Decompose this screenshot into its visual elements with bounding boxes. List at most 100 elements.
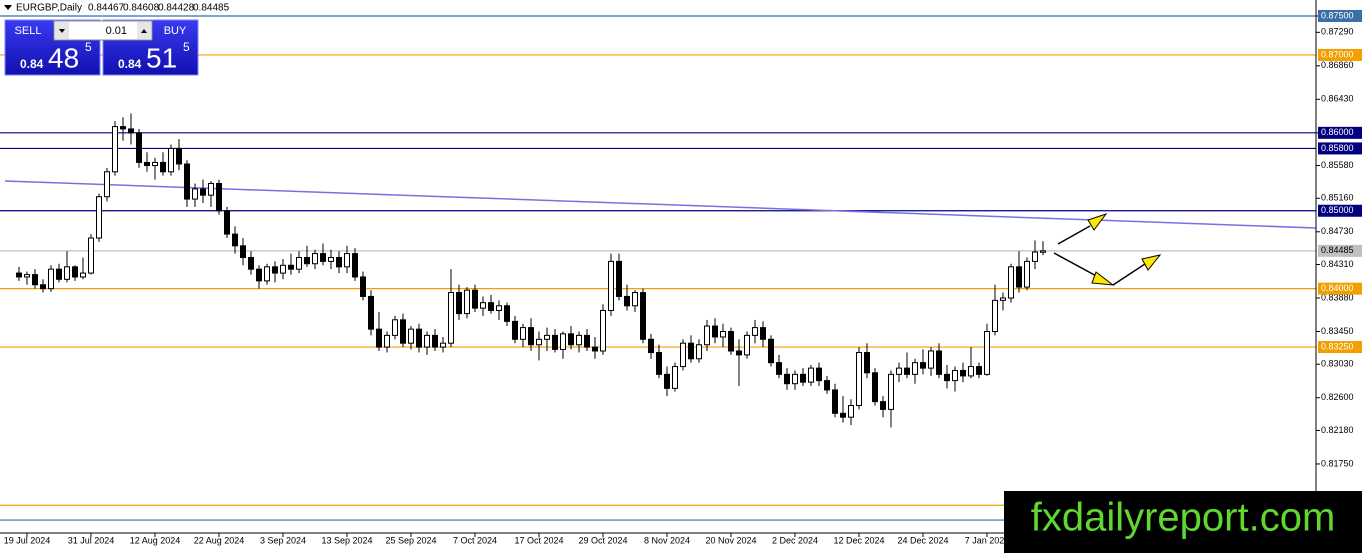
candle-body	[712, 325, 718, 338]
ask-fraction: 5	[183, 40, 190, 54]
candle-body	[616, 260, 622, 297]
candle-body	[512, 320, 518, 340]
candle-body	[920, 362, 926, 369]
arrow-head	[1141, 254, 1162, 271]
plot-area	[0, 15, 1317, 521]
level-label: 0.87000	[1321, 49, 1354, 59]
candle-body	[856, 352, 862, 407]
menu-icon[interactable]	[4, 5, 12, 10]
candle-body	[664, 373, 670, 389]
arrow-shaft	[1057, 225, 1091, 245]
level-label-box	[1318, 341, 1362, 354]
candle-body	[464, 289, 470, 315]
candle-body	[488, 302, 494, 311]
candle-body	[848, 405, 854, 418]
bid-pips: 48	[48, 42, 79, 73]
candle-body	[496, 305, 502, 311]
candle-body	[952, 369, 958, 382]
x-tick-label: 2 Dec 2024	[772, 535, 818, 545]
candle-body	[80, 272, 86, 278]
level-label-box	[1318, 204, 1362, 217]
x-tick-label: 19 Jul 2024	[4, 535, 51, 545]
y-tick-label: 0.84730	[1321, 226, 1354, 236]
candle-body	[600, 309, 606, 352]
candle-body	[776, 362, 782, 375]
candle-body	[360, 276, 366, 297]
x-tick-label: 20 Nov 2024	[705, 535, 756, 545]
candle-body	[744, 334, 750, 356]
candle-body	[288, 264, 294, 270]
candle-body	[96, 196, 102, 239]
x-tick-label: 22 Aug 2024	[194, 535, 245, 545]
y-tick-label: 0.82600	[1321, 392, 1354, 402]
candle-body	[808, 367, 814, 383]
candle-body	[40, 284, 46, 290]
lot-up-arrow	[141, 29, 147, 33]
candle-body	[56, 268, 62, 280]
y-tick-label: 0.83450	[1321, 326, 1354, 336]
candle-body	[272, 266, 278, 274]
candle-body	[368, 295, 374, 330]
level-label: 0.85000	[1321, 205, 1354, 215]
candle-body	[48, 268, 54, 290]
candle-body	[440, 342, 446, 348]
candle-body	[648, 338, 654, 354]
x-tick-label: 7 Oct 2024	[453, 535, 497, 545]
y-tick-label: 0.83030	[1321, 359, 1354, 369]
candle-body	[432, 334, 438, 348]
candle-body	[976, 366, 982, 375]
level-label-box	[1318, 9, 1362, 22]
x-tick-label: 8 Nov 2024	[644, 535, 690, 545]
lot-down-arrow	[59, 29, 65, 33]
candle-body	[248, 256, 254, 270]
buy-button[interactable]: BUY	[164, 25, 187, 37]
candle-body	[344, 253, 350, 268]
candle-body	[984, 331, 990, 375]
y-tick-label: 0.81750	[1321, 458, 1354, 468]
candle-body	[120, 126, 126, 130]
candle-body	[872, 372, 878, 403]
candle-body	[16, 272, 22, 278]
level-label: 0.83250	[1321, 341, 1354, 351]
candle-body	[928, 350, 934, 369]
x-tick-label: 3 Sep 2024	[260, 535, 306, 545]
header-close: 0.84485	[193, 3, 230, 14]
level-label: 0.86000	[1321, 127, 1354, 137]
candle-body	[88, 237, 94, 274]
candle-body	[296, 256, 302, 270]
x-tick-label: 12 Aug 2024	[130, 535, 181, 545]
header-open: 0.84467	[88, 3, 125, 14]
sell-panel[interactable]	[4, 19, 101, 76]
candle-body	[736, 350, 742, 356]
ask-pips: 51	[146, 42, 177, 73]
candle-body	[480, 302, 486, 309]
sell-button[interactable]: SELL	[15, 25, 42, 37]
level-label-box	[1318, 282, 1362, 295]
level-label: 0.87500	[1321, 10, 1354, 20]
candle-body	[200, 188, 206, 196]
lot-field[interactable]	[53, 20, 153, 41]
candle-body	[672, 366, 678, 389]
candle-body	[112, 126, 118, 173]
candle-body	[1000, 297, 1006, 301]
candle-body	[240, 245, 246, 258]
lot-value[interactable]: 0.01	[106, 25, 127, 37]
x-tick-label: 13 Sep 2024	[321, 535, 372, 545]
candle-body	[128, 128, 134, 134]
candle-body	[520, 327, 526, 340]
bid-fraction: 5	[85, 40, 92, 54]
arrow-shaft	[1112, 263, 1146, 286]
candle-body	[888, 373, 894, 410]
candle-body	[904, 367, 910, 375]
candle-body	[72, 266, 78, 278]
level-label-box	[1318, 126, 1362, 139]
candle-body	[104, 171, 110, 198]
candle-body	[608, 260, 614, 311]
candle-body	[1032, 251, 1038, 262]
header-low: 0.84428	[158, 3, 195, 14]
header-high: 0.84608	[123, 3, 160, 14]
candle-body	[472, 289, 478, 309]
candle-body	[544, 334, 550, 340]
